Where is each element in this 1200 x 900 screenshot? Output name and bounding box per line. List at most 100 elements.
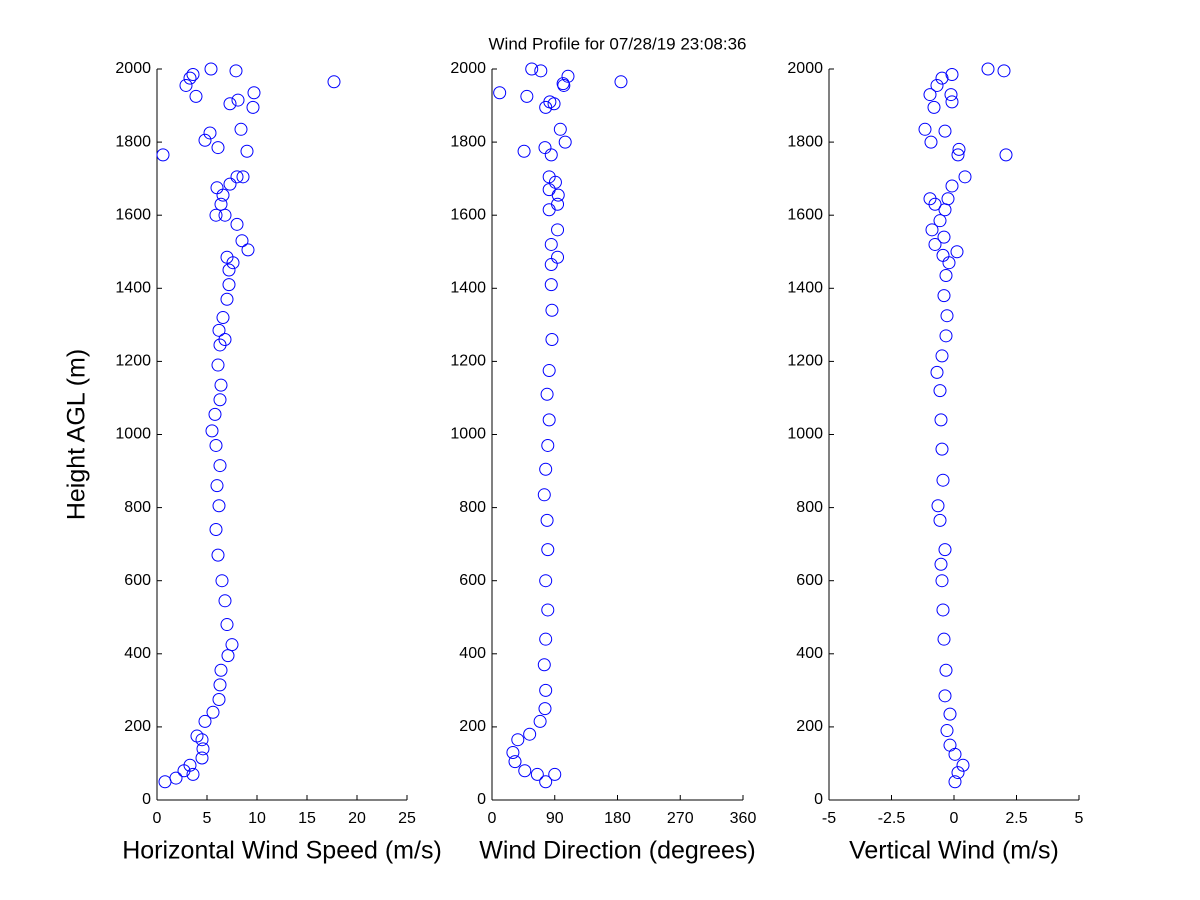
point	[551, 188, 565, 202]
x-tick-label: 5	[203, 810, 212, 827]
y-tick-label: 800	[796, 499, 823, 516]
point	[939, 269, 953, 283]
point	[930, 78, 944, 92]
point	[934, 557, 948, 571]
point	[935, 574, 949, 588]
point	[999, 148, 1013, 162]
point	[951, 148, 965, 162]
point	[948, 747, 962, 761]
point	[211, 548, 225, 562]
x-tick-label: -5	[822, 810, 836, 827]
y-tick-label: 400	[459, 645, 486, 662]
point	[537, 658, 551, 672]
y-tick-label: 0	[142, 791, 151, 808]
point	[537, 488, 551, 502]
point	[539, 574, 553, 588]
point	[198, 133, 212, 147]
point	[936, 603, 950, 617]
point	[938, 689, 952, 703]
point	[246, 100, 260, 114]
point	[937, 230, 951, 244]
point	[223, 97, 237, 111]
point	[225, 638, 239, 652]
point	[213, 459, 227, 473]
y-tick-label: 200	[124, 718, 151, 735]
y-tick-label: 1400	[450, 280, 486, 297]
x-tick-label: 0	[950, 810, 959, 827]
point	[220, 618, 234, 632]
point	[933, 384, 947, 398]
point	[540, 387, 554, 401]
point	[158, 775, 172, 789]
y-tick-label: 1000	[450, 426, 486, 443]
point	[544, 258, 558, 272]
point	[508, 755, 522, 769]
point	[533, 714, 547, 728]
point	[935, 71, 949, 85]
point	[213, 678, 227, 692]
point	[530, 767, 544, 781]
point	[230, 217, 244, 231]
point	[542, 203, 556, 217]
point	[523, 727, 537, 741]
point	[544, 148, 558, 162]
point	[540, 513, 554, 527]
point	[935, 442, 949, 456]
point	[937, 632, 951, 646]
point	[951, 766, 965, 780]
point	[561, 69, 575, 83]
point	[220, 292, 234, 306]
point	[538, 141, 552, 155]
point	[939, 329, 953, 343]
point	[938, 543, 952, 557]
point	[945, 179, 959, 193]
point	[211, 358, 225, 372]
point	[950, 245, 964, 259]
y-tick-label: 0	[814, 791, 823, 808]
point	[551, 197, 565, 211]
point	[214, 378, 228, 392]
y-tick-label: 1800	[787, 133, 823, 150]
point	[538, 702, 552, 716]
point	[210, 181, 224, 195]
point	[997, 64, 1011, 78]
point	[206, 705, 220, 719]
y-tick-label: 400	[796, 645, 823, 662]
y-tick-label: 600	[459, 572, 486, 589]
point	[933, 513, 947, 527]
point	[939, 663, 953, 677]
y-tick-label: 1400	[787, 280, 823, 297]
point	[937, 289, 951, 303]
point	[216, 311, 230, 325]
point	[545, 303, 559, 317]
point	[557, 78, 571, 92]
y-tick-label: 1200	[450, 353, 486, 370]
point	[534, 64, 548, 78]
point	[539, 462, 553, 476]
point	[933, 214, 947, 228]
point	[940, 724, 954, 738]
point	[186, 767, 200, 781]
y-tick-label: 600	[124, 572, 151, 589]
point	[520, 89, 534, 103]
x-tick-label: 360	[730, 810, 757, 827]
point	[940, 309, 954, 323]
y-tick-label: 800	[124, 499, 151, 516]
point	[945, 67, 959, 81]
point	[218, 332, 232, 346]
point	[212, 692, 226, 706]
y-tick-label: 1200	[787, 353, 823, 370]
point	[918, 122, 932, 136]
x-tick-label: 10	[248, 810, 266, 827]
point	[936, 248, 950, 262]
point	[944, 88, 958, 102]
point	[214, 663, 228, 677]
point	[205, 424, 219, 438]
point	[943, 738, 957, 752]
point	[215, 574, 229, 588]
point	[931, 499, 945, 513]
point	[230, 170, 244, 184]
point	[189, 89, 203, 103]
point	[958, 170, 972, 184]
point	[211, 141, 225, 155]
